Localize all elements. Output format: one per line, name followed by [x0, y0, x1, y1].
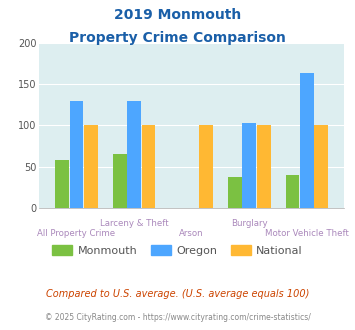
Bar [228, 178, 242, 208]
Bar [285, 175, 299, 208]
Bar [127, 101, 141, 208]
Bar [113, 154, 127, 208]
Legend: Monmouth, Oregon, National: Monmouth, Oregon, National [48, 241, 307, 260]
Bar [257, 125, 271, 208]
Text: 2019 Monmouth: 2019 Monmouth [114, 8, 241, 22]
Bar [300, 73, 314, 208]
Bar [142, 125, 155, 208]
Text: Burglary: Burglary [231, 219, 268, 228]
Bar [199, 125, 213, 208]
Bar [315, 125, 328, 208]
Text: © 2025 CityRating.com - https://www.cityrating.com/crime-statistics/: © 2025 CityRating.com - https://www.city… [45, 313, 310, 322]
Text: Motor Vehicle Theft: Motor Vehicle Theft [265, 229, 349, 238]
Text: Property Crime Comparison: Property Crime Comparison [69, 31, 286, 45]
Text: Larceny & Theft: Larceny & Theft [100, 219, 168, 228]
Bar [84, 125, 98, 208]
Text: Compared to U.S. average. (U.S. average equals 100): Compared to U.S. average. (U.S. average … [46, 289, 309, 299]
Bar [55, 160, 69, 208]
Text: Arson: Arson [179, 229, 204, 238]
Bar [242, 123, 256, 208]
Text: All Property Crime: All Property Crime [37, 229, 116, 238]
Bar [70, 101, 83, 208]
